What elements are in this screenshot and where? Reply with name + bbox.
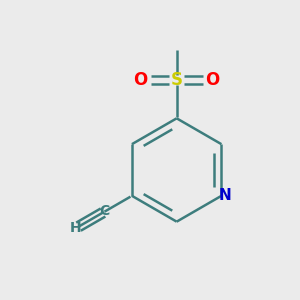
Text: N: N [219,188,232,203]
Text: O: O [134,71,148,89]
Text: C: C [100,204,110,218]
Text: O: O [206,71,220,89]
Text: S: S [171,71,183,89]
Text: H: H [70,221,82,235]
